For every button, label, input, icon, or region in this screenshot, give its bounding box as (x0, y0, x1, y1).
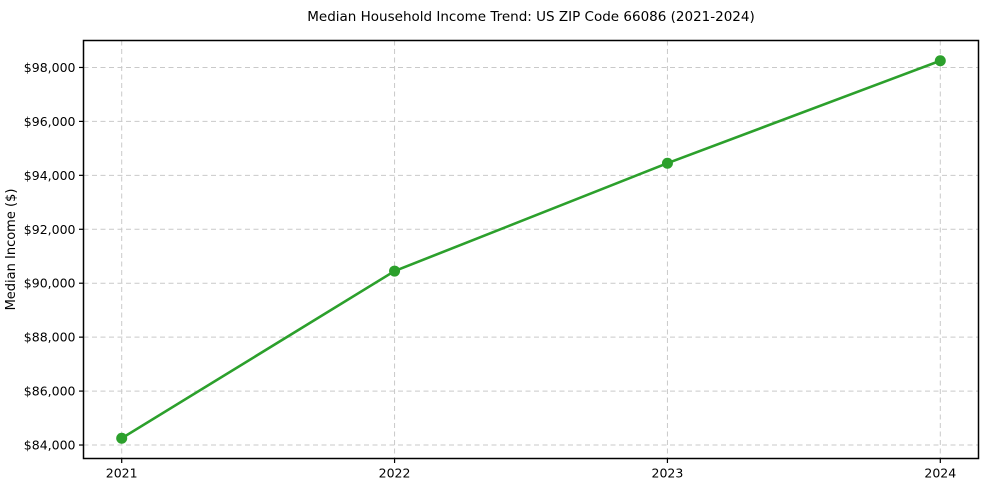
y-tick-label: $88,000 (24, 330, 76, 345)
plot-border (82, 39, 980, 460)
data-point (661, 157, 673, 169)
y-tick-label: $86,000 (24, 384, 76, 399)
y-tick-label: $84,000 (24, 438, 76, 453)
data-line (120, 59, 942, 440)
data-point (934, 55, 946, 67)
data-layer (116, 55, 946, 444)
y-tick-label: $98,000 (24, 60, 76, 75)
data-point (116, 432, 128, 444)
x-tick-label: 2022 (379, 466, 411, 481)
x-tick-label: 2024 (924, 466, 956, 481)
y-axis-label: Median Income ($) (4, 189, 19, 311)
axis-layer: $84,000 $86,000 $88,000 $90,000 $92,000 $94,0… (24, 39, 980, 481)
x-tick-label: 2021 (106, 466, 138, 481)
y-tick-label: $96,000 (24, 114, 76, 129)
y-tick-label: $90,000 (24, 276, 76, 291)
chart-title: Median Household Income Trend: US ZIP Co… (307, 9, 755, 25)
y-tick-label: $94,000 (24, 168, 76, 183)
x-tick-label: 2023 (652, 466, 684, 481)
y-tick-label: $92,000 (24, 222, 76, 237)
data-point (389, 265, 401, 277)
grid-layer (83, 40, 979, 459)
